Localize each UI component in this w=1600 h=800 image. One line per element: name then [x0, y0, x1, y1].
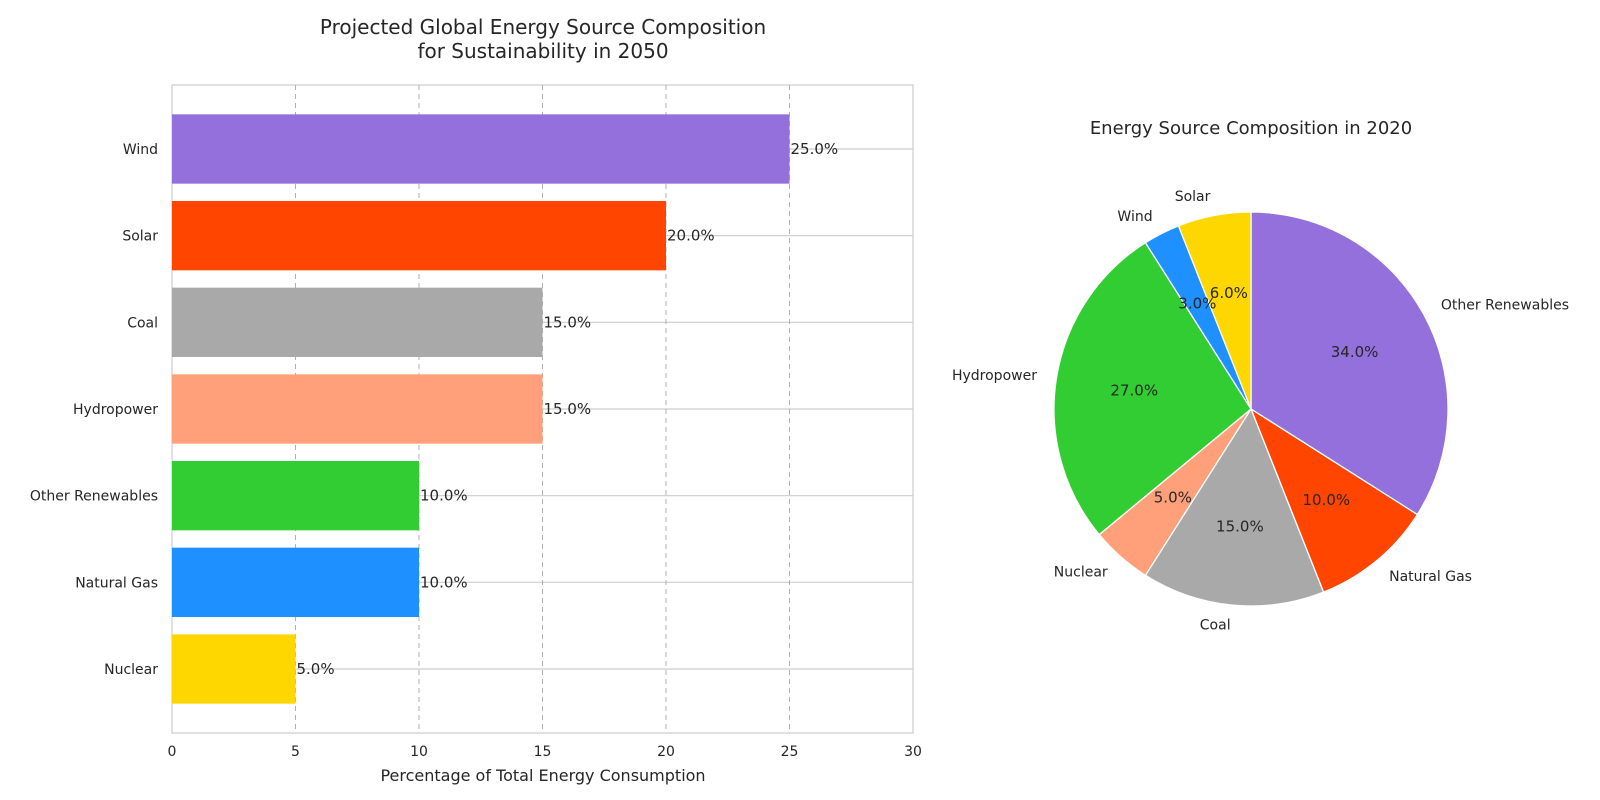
- bar-value-label-other-renewables: 10.0%: [420, 487, 468, 505]
- bar-y-tick-label-wind: Wind: [123, 142, 158, 158]
- pie-slice-solar: [1177, 211, 1252, 410]
- pie-pct-label-natural-gas: 10.0%: [1303, 491, 1351, 509]
- pie-slices: [1053, 211, 1449, 607]
- pie-pct-label-other-renewables: 34.0%: [1331, 343, 1379, 361]
- pie-pct-label-wind: 3.0%: [1178, 295, 1216, 313]
- bar-hydropower: [172, 374, 543, 444]
- bar-y-tick-label-hydropower: Hydropower: [73, 402, 158, 418]
- pie-slice-natural-gas: [1250, 408, 1418, 593]
- bar-value-label-hydropower: 15.0%: [544, 400, 592, 418]
- bar-x-tick-label: 5: [291, 744, 300, 760]
- pie-slice-hydropower: [1053, 242, 1252, 536]
- pie-pct-label-solar: 6.0%: [1210, 284, 1248, 302]
- bar-y-tick-label-solar: Solar: [122, 229, 158, 245]
- pie-labels: Other Renewables Natural Gas Coal Nuclear Hy…: [952, 189, 1569, 634]
- bar-other-renewables: [172, 461, 419, 531]
- bar-x-tick-label: 0: [168, 744, 177, 760]
- bar-x-ticks: 0 5 10 15 20 25 30: [168, 744, 922, 760]
- bar-x-tick-label: 25: [781, 744, 799, 760]
- pie-pct-labels: 34.0% 10.0% 15.0% 5.0% 27.0% 3.0%6.0%: [1110, 284, 1378, 536]
- bar-y-tick-label-other-renewables: Other Renewables: [30, 489, 158, 505]
- pie-label-other-renewables: Other Renewables: [1441, 298, 1569, 314]
- bar-chart-title-line-2: for Sustainability in 2050: [417, 39, 668, 63]
- pie-label-hydropower: Hydropower: [952, 368, 1037, 384]
- pie-slice-other-renewables: [1250, 211, 1449, 516]
- bar-value-label-wind: 25.0%: [791, 140, 839, 158]
- pie-pct-label-coal: 15.0%: [1216, 518, 1264, 536]
- bar-x-tick-label: 15: [534, 744, 552, 760]
- bar-wind: [172, 114, 790, 184]
- pie-label-solar: Solar: [1175, 189, 1211, 205]
- pie-label-nuclear: Nuclear: [1054, 565, 1108, 581]
- bar-value-labels: 25.0% 20.0% 15.0% 15.0% 10.0% 10.0% 5.0%: [297, 140, 839, 678]
- bar-solar: [172, 201, 666, 271]
- bar-value-label-coal: 15.0%: [544, 313, 592, 331]
- bar-y-tick-label-nuclear: Nuclear: [104, 662, 158, 678]
- bar-x-axis-label: Percentage of Total Energy Consumption: [380, 766, 705, 785]
- bar-value-label-solar: 20.0%: [667, 227, 715, 245]
- bar-x-tick-label: 20: [657, 744, 675, 760]
- bar-value-label-nuclear: 5.0%: [297, 660, 335, 678]
- bar-y-tick-label-natural-gas: Natural Gas: [75, 575, 158, 591]
- bar-natural-gas: [172, 547, 419, 617]
- bar-y-tick-label-coal: Coal: [127, 315, 158, 331]
- bar-value-label-natural-gas: 10.0%: [420, 573, 468, 591]
- pie-pct-label-hydropower: 27.0%: [1110, 382, 1158, 400]
- pie-label-natural-gas: Natural Gas: [1389, 569, 1472, 585]
- bar-nuclear: [172, 634, 296, 704]
- pie-slice-coal: [1144, 408, 1325, 607]
- bar-y-ticks: Wind Solar Coal Hydropower Other Renewables N…: [30, 142, 158, 678]
- pie-label-wind: Wind: [1117, 209, 1152, 225]
- bar-x-tick-label: 30: [904, 744, 922, 760]
- pie-label-coal: Coal: [1200, 618, 1231, 634]
- bar-x-tick-label: 10: [410, 744, 428, 760]
- bar-chart-title-line-1: Projected Global Energy Source Compositi…: [320, 15, 766, 39]
- pie-pct-label-nuclear: 5.0%: [1154, 489, 1192, 507]
- pie-chart-title: Energy Source Composition in 2020: [1090, 118, 1412, 139]
- bar-coal: [172, 287, 543, 357]
- bar-marks: [172, 114, 790, 704]
